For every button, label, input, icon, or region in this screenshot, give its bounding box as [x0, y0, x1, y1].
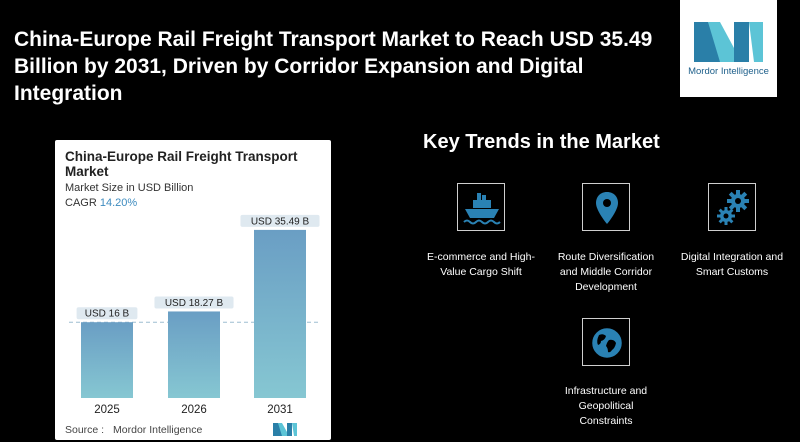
- category-label: 2025: [94, 404, 120, 416]
- location-pin-icon: [596, 192, 618, 224]
- ship-icon: [463, 193, 501, 225]
- bar-2026: [168, 311, 220, 398]
- logo-text: Mordor Intelligence: [688, 66, 769, 77]
- trend-icon-box: [582, 183, 630, 231]
- category-label: 2026: [181, 404, 207, 416]
- category-label: 2031: [267, 404, 293, 416]
- gears-icon: [717, 190, 749, 225]
- chart-title: China-Europe Rail Freight Transport Mark…: [65, 149, 298, 179]
- trend-icon-box: [708, 183, 756, 231]
- bar-2031: [254, 229, 306, 398]
- trend-label: Route Diversification and Middle Corrido…: [557, 251, 655, 293]
- mini-logo-icon: [273, 423, 297, 436]
- bar-2025: [81, 322, 133, 398]
- source-value: Mordor Intelligence: [113, 424, 203, 436]
- key-trends-title: Key Trends in the Market: [423, 131, 660, 153]
- trend-label: E-commerce and High-Value Cargo Shift: [427, 251, 535, 278]
- source: Source : Mordor Intelligence: [65, 424, 202, 436]
- trend-label: Digital Integration and Smart Customs: [680, 251, 784, 278]
- source-label: Source :: [65, 424, 105, 436]
- trend-label: Infrastructure and Geopolitical Constrai…: [564, 385, 648, 427]
- globe-icon: [592, 328, 622, 358]
- cagr-text: CAGR 14.20%: [65, 197, 137, 209]
- data-label: USD 18.27 B: [165, 298, 224, 309]
- chart-card: China-Europe Rail Freight Transport Mark…: [55, 140, 331, 440]
- data-label: USD 16 B: [85, 309, 130, 320]
- data-label: USD 35.49 B: [251, 216, 310, 227]
- chart-subtitle: Market Size in USD Billion: [65, 182, 194, 194]
- bar-chart: USD 16 B 2025 USD 18.27 B 2026 USD 35.49 B 20…: [69, 214, 321, 416]
- headline: China-Europe Rail Freight Transport Mark…: [14, 28, 653, 105]
- mordor-logo-mark-icon: [694, 22, 763, 62]
- cagr-value: 14.20%: [99, 197, 138, 209]
- data-label-bg: [240, 214, 320, 227]
- data-label-bg: [154, 296, 234, 309]
- mordor-logo: Mordor Intelligence: [680, 0, 777, 97]
- cagr-label: CAGR: [65, 197, 97, 209]
- data-label-bg: [76, 307, 138, 320]
- trend-icon-box: [457, 183, 505, 231]
- trend-icon-box: [582, 318, 630, 366]
